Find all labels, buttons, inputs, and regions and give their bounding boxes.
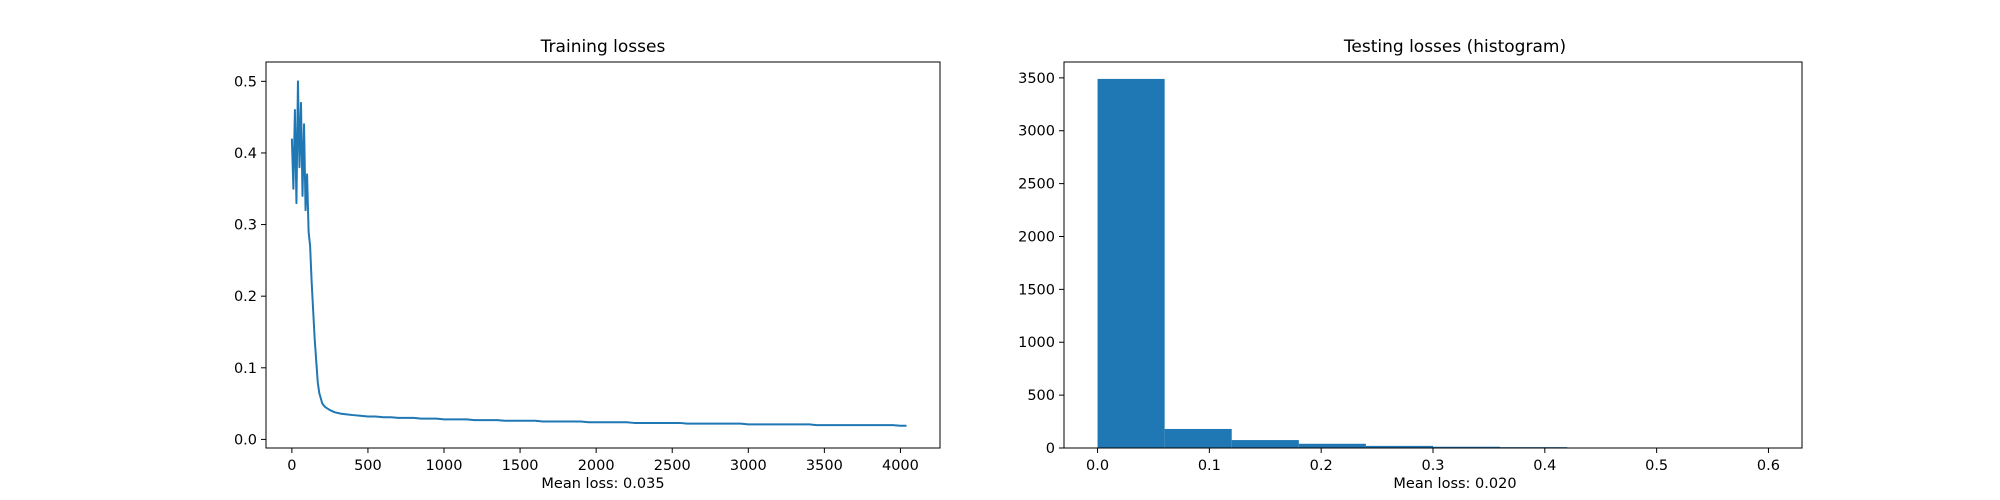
axes-frame bbox=[265, 61, 941, 449]
y-tick-label: 3500 bbox=[1018, 71, 1055, 87]
x-axis-label: Mean loss: 0.020 bbox=[1393, 476, 1516, 492]
training-losses-chart: Training losses 0 500 1000 1500 2000 2500 3000… bbox=[234, 37, 941, 492]
y-tick-label: 2500 bbox=[1018, 177, 1055, 193]
x-tick-label: 0.0 bbox=[1086, 458, 1109, 474]
x-tick-label: 500 bbox=[354, 458, 382, 474]
y-tick-label: 1000 bbox=[1018, 335, 1055, 351]
y-tick-label: 0 bbox=[1046, 441, 1055, 457]
histogram-bar bbox=[1164, 428, 1232, 448]
x-tick-label: 1000 bbox=[426, 458, 463, 474]
x-tick-label: 2500 bbox=[654, 458, 691, 474]
y-tick-label: 500 bbox=[1027, 388, 1055, 404]
histogram-bar bbox=[1433, 446, 1501, 448]
x-tick-label: 0.3 bbox=[1421, 458, 1444, 474]
histogram-bar bbox=[1298, 443, 1366, 448]
x-tick-label: 4000 bbox=[882, 458, 919, 474]
histogram-bar bbox=[1231, 440, 1299, 448]
x-tick-label: 1500 bbox=[502, 458, 539, 474]
testing-losses-histogram: Testing losses (histogram) 0.0 0.1 0.2 0.3 0… bbox=[1018, 37, 1803, 492]
x-tick-label: 0.2 bbox=[1310, 458, 1333, 474]
plot-area: 0 500 1000 1500 2000 2500 3000 3500 4000 0.0 0.1 0.… bbox=[234, 61, 941, 474]
y-tick-label: 0.5 bbox=[234, 74, 257, 90]
y-tick-label: 3000 bbox=[1018, 124, 1055, 140]
x-tick-label: 0 bbox=[287, 458, 296, 474]
y-tick-label: 2000 bbox=[1018, 229, 1055, 245]
y-tick-label: 1500 bbox=[1018, 282, 1055, 298]
x-tick-label: 2000 bbox=[578, 458, 615, 474]
y-tick-label: 0.0 bbox=[234, 432, 257, 448]
y-tick-label: 0.4 bbox=[234, 146, 257, 162]
histogram-bar bbox=[1097, 78, 1165, 449]
chart-title: Training losses bbox=[540, 37, 666, 57]
x-tick-label: 0.6 bbox=[1757, 458, 1780, 474]
chart-title: Testing losses (histogram) bbox=[1343, 37, 1566, 57]
x-tick-label: 0.1 bbox=[1198, 458, 1221, 474]
x-axis-label: Mean loss: 0.035 bbox=[541, 476, 664, 492]
histogram-bar bbox=[1365, 445, 1433, 448]
x-tick-label: 3000 bbox=[730, 458, 767, 474]
y-tick-label: 0.2 bbox=[234, 289, 257, 305]
y-tick-label: 0.3 bbox=[234, 218, 257, 234]
x-tick-label: 0.4 bbox=[1533, 458, 1556, 474]
y-tick-label: 0.1 bbox=[234, 361, 257, 377]
plot-area: 0.0 0.1 0.2 0.3 0.4 0.5 0.6 0 500 1000 1500 2000 250… bbox=[1018, 61, 1803, 474]
series-line bbox=[290, 80, 907, 427]
x-tick-label: 0.5 bbox=[1645, 458, 1668, 474]
x-tick-label: 3500 bbox=[806, 458, 843, 474]
